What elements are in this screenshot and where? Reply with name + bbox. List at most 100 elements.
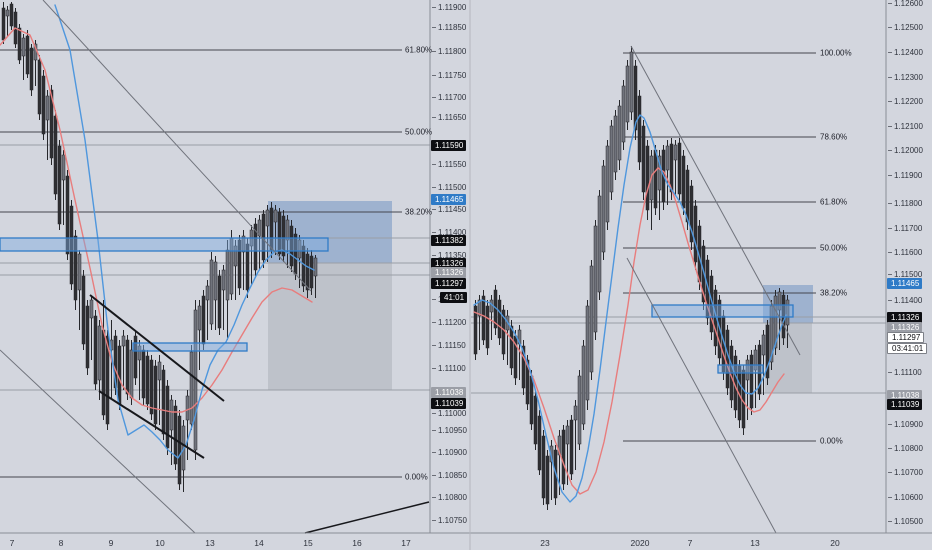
candle-body <box>605 145 610 223</box>
fib-level-label: 50.00% <box>405 127 433 137</box>
price-tick-label: 1.11750 <box>432 70 466 81</box>
candle-body <box>129 349 134 399</box>
fib-level-label: 0.00% <box>405 472 428 482</box>
candle-body <box>5 9 10 17</box>
candle-body <box>589 265 594 373</box>
fib-level-label: 78.60% <box>820 132 848 142</box>
price-range-box-drawing[interactable] <box>132 342 248 352</box>
candle-body <box>117 345 122 405</box>
candle-body <box>69 205 74 285</box>
candle-body <box>541 435 546 499</box>
candle-body <box>761 334 766 356</box>
price-tick-label: 1.11000 <box>432 408 466 419</box>
candle-body <box>77 253 82 291</box>
candle-body <box>597 195 602 293</box>
drawing-price-label: 1.11038 <box>887 390 923 401</box>
trendline-drawing[interactable] <box>304 501 430 534</box>
price-tick-label: 1.11350 <box>432 250 466 261</box>
candle-body <box>641 125 646 193</box>
price-tick-label: 1.10950 <box>432 425 467 436</box>
candle-body <box>673 144 678 161</box>
trendline-drawing[interactable] <box>630 45 801 356</box>
candle-body <box>741 369 746 429</box>
price-tick-label: 1.10750 <box>432 515 467 526</box>
candle-body <box>497 299 502 339</box>
candle-body <box>613 115 618 173</box>
candle-body <box>113 335 118 389</box>
candle-body <box>557 435 562 456</box>
candle-body <box>173 405 178 465</box>
candle-body <box>1 7 6 41</box>
price-tick-label: 1.11400 <box>888 295 922 306</box>
candle-body <box>165 385 170 449</box>
candle-body <box>65 175 70 255</box>
candle-body <box>481 295 486 341</box>
candle-body <box>749 354 754 409</box>
candle-body <box>9 3 14 27</box>
candle-body <box>261 213 266 261</box>
price-tick-label: 1.10850 <box>432 470 467 481</box>
candle-body <box>765 324 770 379</box>
alert-price-label: 1.11297 <box>431 278 467 289</box>
price-range-box-drawing[interactable] <box>651 304 794 318</box>
candle-body <box>477 299 482 317</box>
time-axis-label: 13 <box>205 538 215 548</box>
candle-body <box>521 345 526 389</box>
candle-body <box>189 351 194 425</box>
candle-body <box>629 51 634 113</box>
price-tick-label: 1.12400 <box>888 47 923 58</box>
fib-level-label: 61.80% <box>405 45 433 55</box>
price-tick-label: 1.11800 <box>432 46 466 57</box>
price-tick-label: 1.11200 <box>432 317 466 328</box>
time-axis-label: 13 <box>750 538 760 548</box>
candle-body <box>677 142 682 195</box>
alert-price-label: 1.11039 <box>431 398 467 409</box>
trendline-drawing[interactable] <box>0 349 196 534</box>
candle-body <box>577 375 582 445</box>
candle-body <box>601 165 606 253</box>
candle-body <box>265 209 270 227</box>
alert-price-label: 1.11590 <box>431 140 467 151</box>
candle-body <box>745 359 750 381</box>
drawing-price-label: 1.11326 <box>887 322 923 333</box>
candle-body <box>121 335 126 347</box>
price-range-box-drawing[interactable] <box>0 237 329 252</box>
bar-countdown-label: 03:41:01 <box>887 343 928 354</box>
trendline-drawing[interactable] <box>98 390 205 459</box>
candle-body <box>37 59 42 115</box>
candle-body <box>309 255 314 289</box>
candle-body <box>533 395 538 445</box>
candle-body <box>573 405 578 421</box>
candle-body <box>685 169 690 223</box>
price-tick-label: 1.11600 <box>888 247 922 258</box>
candle-body <box>169 399 174 431</box>
trendline-drawing[interactable] <box>42 0 312 292</box>
ma-line-blue <box>473 114 787 503</box>
current-price-label: 1.11297 <box>887 332 925 343</box>
candle-body <box>225 249 230 301</box>
candle-body <box>41 75 46 135</box>
drawing-price-label: 1.11038 <box>431 387 467 398</box>
trendline-drawing[interactable] <box>626 257 777 534</box>
price-range-box-drawing[interactable] <box>717 364 764 374</box>
time-axis-label: 9 <box>108 538 114 548</box>
candle-body <box>221 269 226 291</box>
gray-zone-drawing[interactable] <box>268 263 392 390</box>
candle-body <box>209 259 214 325</box>
candle-body <box>565 425 570 445</box>
candle-body <box>665 145 670 171</box>
price-tick-label: 1.10500 <box>888 516 923 527</box>
candle-body <box>625 65 630 123</box>
time-axis-label: 2020 <box>630 538 650 548</box>
candle-body <box>241 235 246 253</box>
candle-body <box>29 47 34 91</box>
trendline-drawing[interactable] <box>89 294 225 402</box>
candle-body <box>529 375 534 425</box>
candle-body <box>269 207 274 251</box>
candle-body <box>105 335 110 425</box>
alert-price-label: 1.11326 <box>887 312 923 323</box>
candle-body <box>17 27 22 61</box>
ma-line-red <box>0 27 313 413</box>
